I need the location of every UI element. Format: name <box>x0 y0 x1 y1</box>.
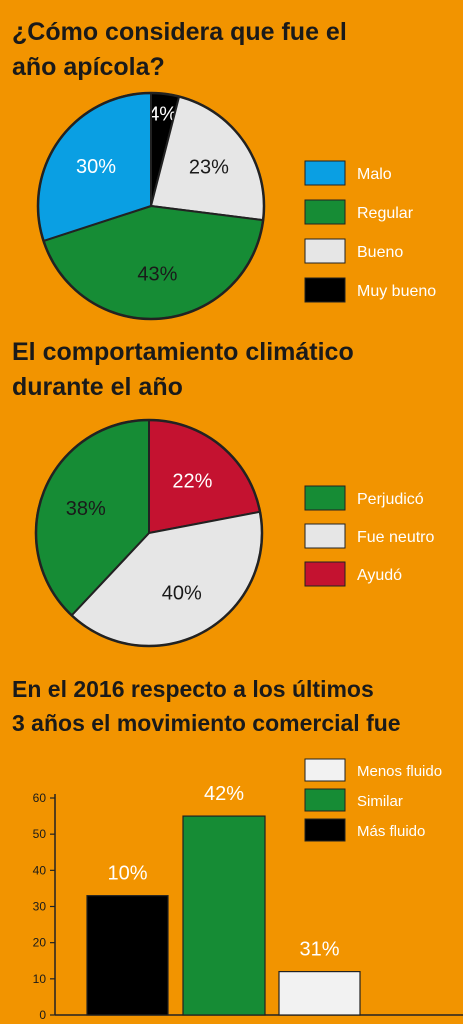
y-tick-label-20: 20 <box>33 936 47 950</box>
y-tick-label-50: 50 <box>33 827 47 841</box>
pie-chart-ano-apicola: 4% 23% 43% 30% <box>36 91 266 321</box>
chart1-title-line1: ¿Cómo considera que fue el <box>12 18 347 46</box>
legend-swatch-menos-fluido <box>304 758 346 782</box>
chart3-title-line1: En el 2016 respecto a los últimos <box>12 676 374 702</box>
legend-swatch-similar <box>304 788 346 812</box>
legend-label-similar: Similar <box>357 793 403 810</box>
legend-swatch-perjudico <box>304 485 346 511</box>
bar-similar <box>182 815 266 1016</box>
legend-comportamiento-climatico: Perjudicó Fue neutro Ayudó <box>304 485 434 587</box>
pie-outline <box>34 418 264 648</box>
pie-label-fue-neutro: 40% <box>162 583 202 605</box>
legend-label-perjudico: Perjudicó <box>357 491 424 508</box>
chart1-title-line2: año apícola? <box>12 53 165 81</box>
legend-label-menos-fluido: Menos fluido <box>357 763 442 780</box>
legend-label-malo: Malo <box>357 166 392 183</box>
legend-swatch-regular <box>304 199 346 225</box>
y-tick-label-10: 10 <box>33 972 47 986</box>
pie-label-perjudico: 38% <box>66 498 106 520</box>
bar-mas-fluido <box>86 895 169 1016</box>
bar-chart-movimiento-comercial: 0 10 20 30 40 50 60 10% 42% 31% <box>33 783 463 1022</box>
legend-label-mas-fluido: Más fluido <box>357 823 425 840</box>
pie-label-ayudo: 22% <box>172 471 212 493</box>
y-tick-label-30: 30 <box>33 900 47 914</box>
bar-label-similar: 42% <box>204 783 244 805</box>
pie-outline <box>36 91 266 321</box>
bar-label-mas-fluido: 10% <box>107 863 147 885</box>
chart2-title-line2: durante el año <box>12 373 183 401</box>
chart2-title-line1: El comportamiento climático <box>12 338 354 366</box>
pie-label-regular: 43% <box>137 264 177 286</box>
bar-label-menos-fluido: 31% <box>299 939 339 961</box>
pie-label-bueno: 23% <box>189 157 229 179</box>
legend-movimiento-comercial: Menos fluido Similar Más fluido <box>304 758 442 842</box>
legend-label-bueno: Bueno <box>357 244 403 261</box>
legend-swatch-bueno <box>304 238 346 264</box>
pie-chart-comportamiento-climatico: 22% 40% 38% <box>34 418 264 648</box>
pie-label-malo: 30% <box>76 156 116 178</box>
legend-swatch-mas-fluido <box>304 818 346 842</box>
legend-swatch-muy-bueno <box>304 277 346 303</box>
y-tick-label-40: 40 <box>33 863 47 877</box>
legend-swatch-ayudo <box>304 561 346 587</box>
legend-swatch-malo <box>304 160 346 186</box>
legend-swatch-fue-neutro <box>304 523 346 549</box>
chart3-title-line2: 3 años el movimiento comercial fue <box>12 710 401 736</box>
legend-label-regular: Regular <box>357 205 414 222</box>
bar-menos-fluido <box>278 970 361 1016</box>
pie-label-muy-bueno: 4% <box>148 104 177 126</box>
legend-label-muy-bueno: Muy bueno <box>357 283 436 300</box>
legend-ano-apicola: Malo Regular Bueno Muy bueno <box>304 160 436 303</box>
y-tick-label-60: 60 <box>33 791 47 805</box>
y-tick-label-0: 0 <box>39 1008 46 1022</box>
legend-label-fue-neutro: Fue neutro <box>357 529 434 546</box>
legend-label-ayudo: Ayudó <box>357 567 402 584</box>
